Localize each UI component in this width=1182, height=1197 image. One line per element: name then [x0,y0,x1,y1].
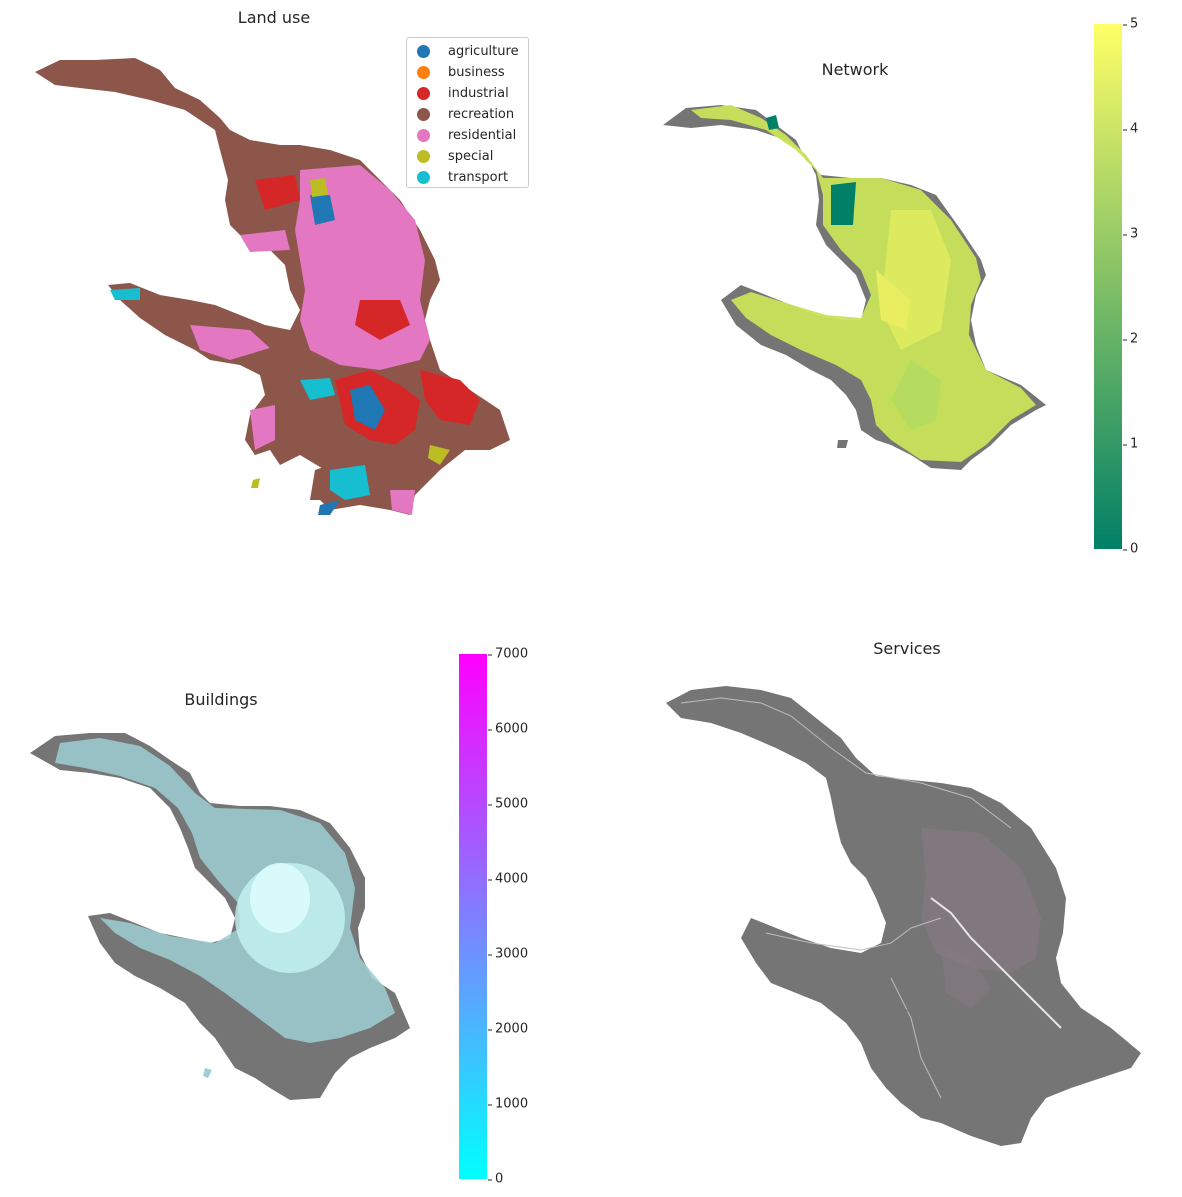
network-title: Network [821,60,889,79]
legend-label: agriculture [448,43,519,59]
legend-item: recreation [417,104,514,124]
services-map [666,686,1141,1146]
network-colorbar-svg [1094,24,1122,549]
legend-item: special [417,146,493,166]
buildings-tick: 4000 [487,871,529,887]
legend-label: industrial [448,85,509,101]
buildings-colorbar-svg [459,654,487,1179]
landuse-title: Land use [237,8,311,27]
legend-marker [417,44,430,58]
services-title: Services [873,639,941,658]
legend-label: business [448,64,505,80]
legend-label: special [448,148,494,164]
buildings-tick: 0 [487,1171,504,1187]
buildings-tick: 6000 [487,721,529,737]
buildings-map [30,733,410,1100]
legend-item: transport [417,167,508,187]
buildings-tick: 1000 [487,1096,529,1112]
buildings-tick: 7000 [487,646,529,662]
network-tick: 2 [1122,331,1139,347]
legend-marker [417,86,430,100]
legend-item: agriculture [417,41,519,61]
legend-marker [417,170,430,184]
buildings-tick: 5000 [487,796,529,812]
legend-item: industrial [417,83,509,103]
legend-marker [417,128,430,142]
legend-marker [417,149,430,163]
legend-label: residential [448,127,517,143]
buildings-panel: Buildings 0 1000 2000 3000 4000 5000 600… [0,598,591,1197]
services-panel: Services [591,598,1182,1197]
legend-label: transport [448,169,509,185]
network-tick: 1 [1122,436,1139,452]
legend-marker [417,65,430,79]
network-tick: 0 [1122,541,1139,557]
buildings-tick: 2000 [487,1021,529,1037]
network-tick: 3 [1122,226,1139,242]
legend-item: residential [417,125,516,145]
landuse-legend: agriculture business industrial recreati… [406,37,529,188]
legend-marker [417,107,430,121]
network-colorbar [1094,24,1122,549]
network-panel: Network 0 1 2 3 4 5 [591,0,1182,598]
buildings-colorbar [459,654,487,1179]
buildings-tick: 3000 [487,946,529,962]
buildings-title: Buildings [184,690,258,709]
network-tick: 5 [1122,16,1139,32]
network-tick: 4 [1122,121,1139,137]
network-map [663,105,1046,470]
legend-item: business [417,62,505,82]
legend-label: recreation [448,106,515,122]
services-outline [666,686,1141,1146]
landuse-map [35,58,510,515]
landuse-panel: Land use agriculture business industrial… [0,0,591,598]
